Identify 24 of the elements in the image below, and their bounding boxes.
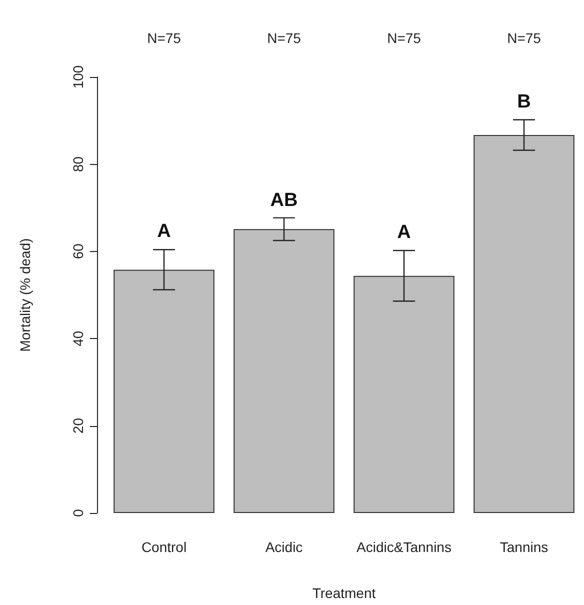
- y-tick-label: 40: [70, 330, 86, 346]
- x-tick-label: Control: [141, 539, 187, 555]
- x-axis-title: Treatment: [312, 585, 376, 601]
- y-tick-label: 60: [70, 243, 86, 260]
- x-tick-label: Acidic&Tannins: [356, 539, 452, 555]
- annotation: A: [157, 221, 172, 242]
- y-tick-label: 0: [70, 508, 86, 517]
- y-tick-label: 100: [70, 65, 86, 89]
- bar: [234, 229, 334, 513]
- y-tick-label: 80: [70, 156, 86, 172]
- annotation: B: [517, 92, 531, 113]
- annotation: A: [397, 222, 412, 244]
- bar: [354, 276, 454, 513]
- text: N=75: [147, 30, 182, 46]
- x-tick-label: Tannins: [500, 539, 548, 555]
- text: N=75: [267, 30, 302, 46]
- text: N=75: [387, 30, 422, 46]
- y-tick-label: 20: [70, 418, 86, 434]
- y-axis-title: Mortality (% dead): [17, 238, 33, 352]
- annotation: AB: [270, 190, 298, 211]
- bar: [114, 270, 214, 513]
- x-tick-label: Acidic: [265, 539, 303, 555]
- bar: [474, 134, 574, 513]
- text: N=75: [507, 30, 542, 46]
